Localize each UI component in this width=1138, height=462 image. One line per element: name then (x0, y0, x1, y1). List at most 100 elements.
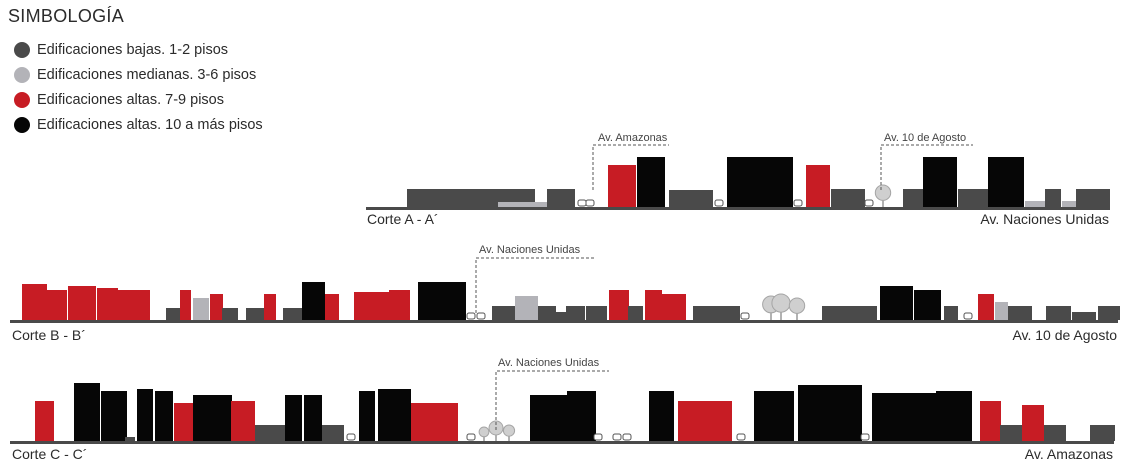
section-a-building-low (669, 190, 713, 207)
section-b-callout-leader (475, 257, 594, 313)
section-b-callout-naciones-unidas: Av. Naciones Unidas (479, 244, 581, 256)
section-c-building-tall (798, 385, 862, 441)
section-a-building-low (1076, 189, 1110, 207)
section-c-building-tall (378, 389, 411, 441)
section-c-building-low (1044, 425, 1066, 441)
section-b-building-low (1046, 306, 1071, 320)
section-b-building-low (1098, 306, 1120, 320)
section-a-building-tall (727, 157, 793, 207)
section-b-building-medium (193, 298, 209, 320)
section-a-car-icon (577, 199, 587, 207)
section-b-ground-line (10, 320, 1118, 323)
section-a-callout-leader (592, 144, 669, 190)
legend-item-medium: Edificaciones medianas. 3-6 pisos (14, 65, 256, 85)
section-c-car-icon (622, 433, 632, 441)
section-a-building-high (806, 165, 830, 207)
section-c-label: Corte C - C´ (12, 446, 87, 462)
section-c-building-low (322, 425, 344, 441)
section-b-building-low (822, 306, 864, 320)
section-a-building-low (903, 189, 923, 207)
section-b-tree-icon (771, 293, 791, 320)
section-a-building-low (958, 189, 990, 207)
section-c-building-tall (754, 391, 794, 441)
legend-item-tall: Edificaciones altas. 10 a más pisos (14, 115, 263, 135)
section-c-building-tall (359, 391, 375, 441)
legend-title: SIMBOLOGÍA (8, 6, 125, 26)
section-a-callout-leader (880, 144, 973, 190)
section-a-building-low (831, 189, 865, 207)
section-c-building-low (1090, 425, 1115, 441)
section-c-building-tall (137, 389, 153, 441)
section-b-building-tall (880, 286, 913, 320)
section-c-building-low (255, 425, 285, 441)
section-b-car-icon (466, 312, 476, 320)
section-b-building-tall (914, 290, 941, 320)
section-c-tree-icon (478, 426, 490, 441)
legend-label-high: Edificaciones altas. 7-9 pisos (37, 92, 224, 108)
section-a-building-tall (637, 157, 665, 207)
section-b-building-low (860, 306, 877, 320)
section-a-tree-icon (874, 184, 892, 207)
section-b-building-medium (515, 296, 538, 320)
section-a-callout-10-agosto: Av. 10 de Agosto (884, 132, 966, 144)
section-c-building-tall (74, 383, 100, 441)
legend-swatch-tall (14, 117, 30, 133)
section-c-building-tall (567, 391, 596, 441)
section-b-building-low (693, 306, 740, 320)
section-c-building-tall (155, 391, 173, 441)
section-b-building-low (246, 308, 264, 320)
section-b-building-low (492, 306, 516, 320)
section-c-car-icon (466, 433, 476, 441)
section-c-car-icon (612, 433, 622, 441)
section-b-building-high (68, 286, 96, 320)
section-a-label: Corte A - A´ (367, 211, 439, 227)
section-a-car-icon (585, 199, 595, 207)
section-a-building-tall (988, 157, 1024, 207)
section-b-building-high (662, 294, 686, 320)
section-a-building-low (547, 189, 575, 207)
section-c-building-tall (211, 395, 232, 441)
section-a-end-label: Av. Naciones Unidas (980, 211, 1109, 227)
section-b-building-low (222, 308, 238, 320)
legend-swatch-high (14, 92, 30, 108)
legend-label-low: Edificaciones bajas. 1-2 pisos (37, 42, 229, 58)
section-c-car-icon (346, 433, 356, 441)
section-b-building-low (628, 306, 643, 320)
section-c-building-tall (936, 391, 972, 441)
section-c-building-high (231, 401, 255, 441)
section-c-building-low (125, 437, 135, 441)
section-c-building-tall (193, 395, 211, 441)
section-a-building-high (608, 165, 636, 207)
section-a-car-icon (793, 199, 803, 207)
section-c-building-tall (285, 395, 302, 441)
legend-label-medium: Edificaciones medianas. 3-6 pisos (37, 67, 257, 83)
section-a-car-icon (714, 199, 724, 207)
section-a-building-medium (498, 202, 552, 207)
section-b-building-low (538, 306, 556, 320)
legend-item-high: Edificaciones altas. 7-9 pisos (14, 90, 224, 110)
section-b-building-low (556, 312, 566, 320)
section-b-building-tall (418, 282, 466, 320)
section-c-callout-naciones-unidas: Av. Naciones Unidas (498, 357, 600, 369)
section-c-building-tall (101, 391, 127, 441)
section-b-building-low (283, 308, 302, 320)
section-b-building-high (325, 294, 339, 320)
section-a-building-medium (1062, 201, 1076, 207)
section-b-end-label: Av. 10 de Agosto (1012, 327, 1117, 343)
section-c-building-high (1022, 405, 1044, 441)
section-b-building-low (1072, 312, 1096, 320)
section-b-car-icon (476, 312, 486, 320)
section-a-callout-amazonas: Av. Amazonas (598, 132, 668, 144)
section-b-building-low (944, 306, 958, 320)
section-b-building-low (1008, 306, 1032, 320)
legend-item-low: Edificaciones bajas. 1-2 pisos (14, 40, 228, 60)
section-c-end-label: Av. Amazonas (1025, 446, 1113, 462)
section-a-building-medium (1025, 201, 1045, 207)
section-c-ground-line (10, 441, 1114, 444)
legend-label-tall: Edificaciones altas. 10 a más pisos (37, 117, 263, 133)
section-a-car-icon (864, 199, 874, 207)
legend-swatch-low (14, 42, 30, 58)
section-b-car-icon (963, 312, 973, 320)
section-c-tree-icon (502, 424, 516, 441)
